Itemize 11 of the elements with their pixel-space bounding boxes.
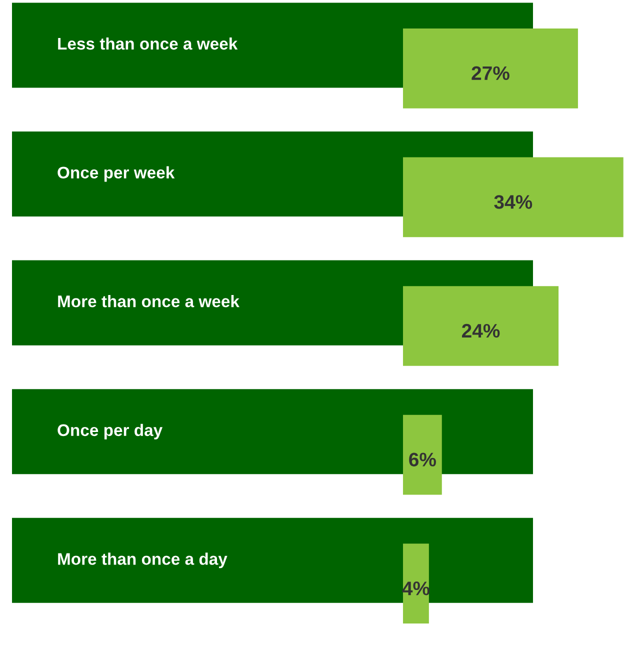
y-tick-label: More than once a week (58, 295, 240, 308)
bar (403, 414, 442, 495)
y-tick-label: Less than once a week (58, 37, 238, 50)
y-tick-label: More than once a day (58, 552, 228, 568)
bar (403, 286, 559, 366)
y-tick-label: Once per day (58, 424, 163, 440)
data-label: 27% (472, 66, 510, 80)
y-tick-label: Once per week (58, 166, 175, 182)
data-label: 24% (462, 324, 500, 338)
data-label: 34% (494, 195, 532, 209)
data-label: 6% (409, 452, 436, 466)
